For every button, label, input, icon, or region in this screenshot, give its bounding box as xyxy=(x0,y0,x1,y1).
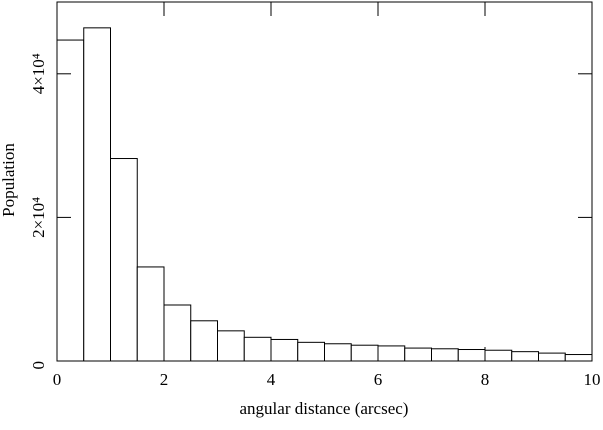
x-tick-label: 4 xyxy=(267,370,276,389)
bar xyxy=(457,349,486,362)
x-tick-label: 6 xyxy=(374,370,383,389)
y-tick-label: 2×10⁴ xyxy=(29,197,48,238)
bar xyxy=(484,349,513,362)
y-tick-label: 0 xyxy=(29,361,48,370)
bar xyxy=(511,351,539,362)
bar xyxy=(350,344,379,362)
bar xyxy=(564,354,593,362)
bar xyxy=(243,336,272,362)
bar xyxy=(270,338,299,362)
bar xyxy=(110,158,138,362)
bar xyxy=(190,320,218,362)
bar xyxy=(83,27,111,362)
bar xyxy=(163,304,192,362)
bar xyxy=(136,266,165,362)
x-tick-label: 0 xyxy=(53,370,62,389)
x-tick-label: 10 xyxy=(584,370,601,389)
bar xyxy=(217,330,245,362)
y-axis-label: Population xyxy=(0,143,18,217)
x-tick-label: 2 xyxy=(160,370,169,389)
bar xyxy=(431,348,459,362)
bar xyxy=(404,347,432,362)
bar xyxy=(56,39,85,362)
x-axis-label: angular distance (arcsec) xyxy=(240,399,409,418)
bar xyxy=(324,343,352,362)
x-tick-label: 8 xyxy=(481,370,490,389)
bar xyxy=(538,352,566,362)
bar xyxy=(377,345,406,362)
bar xyxy=(297,341,325,362)
y-tick-label: 4×10⁴ xyxy=(29,53,48,94)
